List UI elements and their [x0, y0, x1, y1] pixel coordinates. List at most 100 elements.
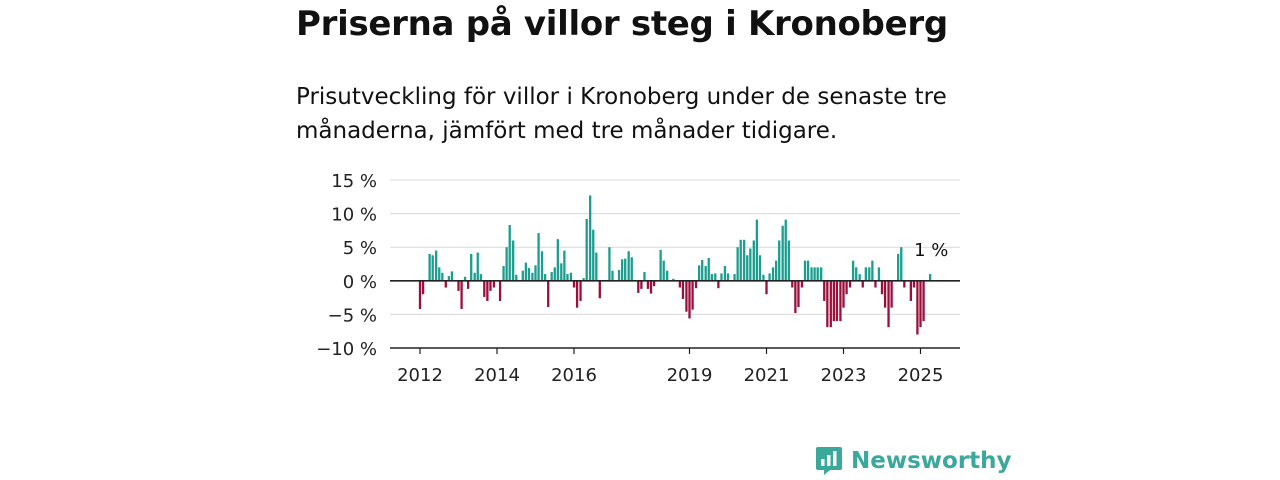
- bar: [922, 280, 925, 322]
- bar: [746, 255, 749, 281]
- bar: [823, 280, 826, 301]
- x-tick-label: 2021: [744, 365, 790, 386]
- bar: [755, 219, 759, 281]
- bar: [900, 247, 903, 281]
- bar: [428, 253, 431, 281]
- bar: [515, 274, 518, 281]
- bar: [851, 260, 855, 281]
- bar: [470, 253, 473, 281]
- bar: [861, 280, 864, 288]
- bar: [624, 258, 627, 281]
- bar: [733, 274, 736, 281]
- x-tick-label: 2014: [474, 365, 520, 386]
- bars: [418, 195, 932, 335]
- x-tick-label: 2023: [821, 365, 867, 386]
- bar: [521, 270, 524, 281]
- y-axis-labels: 15 % 10 % 5 % 0 % −5 % −10 %: [316, 171, 377, 360]
- bar: [714, 273, 717, 281]
- bar: [839, 280, 842, 322]
- bar: [701, 259, 704, 281]
- bar: [762, 274, 765, 281]
- x-tick-label: 2012: [397, 365, 443, 386]
- bar: [575, 280, 579, 308]
- bar: [842, 280, 845, 308]
- bar: [579, 280, 582, 301]
- bar: [666, 270, 669, 281]
- bar: [855, 267, 858, 281]
- newsworthy-logo[interactable]: Newsworthy: [815, 446, 1012, 476]
- bar: [726, 273, 730, 281]
- bar: [524, 262, 528, 281]
- bar: [662, 260, 665, 281]
- bar: [649, 280, 653, 294]
- chart-subtitle: Prisutveckling för villor i Kronoberg un…: [296, 84, 947, 144]
- bar: [710, 274, 713, 281]
- chart-title: Priserna på villor steg i Kronoberg: [296, 4, 948, 44]
- bar: [835, 280, 839, 322]
- bar: [421, 280, 425, 295]
- bar: [758, 255, 762, 281]
- bar: [608, 247, 611, 281]
- bar: [627, 251, 630, 281]
- bar: [630, 257, 633, 281]
- x-tick-label: 2016: [551, 365, 597, 386]
- bar: [787, 240, 790, 281]
- bar: [797, 280, 800, 308]
- bar: [582, 278, 585, 281]
- bar: [566, 274, 569, 281]
- bar: [556, 239, 559, 281]
- bar: [508, 225, 511, 281]
- bar: [498, 280, 502, 301]
- bar: [438, 267, 441, 281]
- bar: [540, 251, 544, 281]
- bar: [466, 280, 470, 289]
- bar: [826, 280, 829, 328]
- bar: [450, 271, 454, 281]
- x-tick-label: 2025: [898, 365, 944, 386]
- bar: [723, 266, 727, 281]
- bar: [685, 280, 688, 312]
- bar: [560, 263, 563, 281]
- bar: [479, 274, 482, 281]
- bar: [868, 267, 871, 281]
- bar: [832, 280, 836, 322]
- bar: [553, 267, 556, 281]
- bar: [543, 274, 547, 281]
- bar: [611, 270, 614, 281]
- bar: [887, 280, 890, 328]
- bar: [659, 249, 662, 281]
- bar: [502, 266, 505, 281]
- bar: [473, 272, 476, 281]
- bar: [800, 280, 804, 288]
- bar: [912, 280, 916, 288]
- bar: [447, 276, 451, 281]
- y-tick-label: −10 %: [316, 339, 377, 360]
- axes: [390, 279, 960, 349]
- bar: [794, 280, 797, 314]
- bar: [678, 280, 682, 288]
- bar: [880, 280, 884, 295]
- bar: [916, 280, 919, 335]
- bar: [816, 267, 819, 281]
- bar: [749, 248, 752, 281]
- bar: [431, 255, 434, 281]
- bar: [486, 280, 489, 301]
- bar: [883, 280, 887, 308]
- bar: [720, 273, 723, 281]
- bar: [595, 252, 598, 281]
- bar: [457, 280, 460, 291]
- bar: [771, 267, 775, 281]
- bar: [791, 280, 794, 288]
- bar: [547, 280, 550, 308]
- bar: [707, 257, 710, 281]
- bar: [585, 218, 588, 281]
- bar: [743, 239, 746, 281]
- y-tick-label: −5 %: [328, 305, 377, 326]
- bar: [909, 280, 913, 301]
- bar: [483, 280, 486, 297]
- bar: [646, 280, 650, 289]
- bar: [903, 280, 906, 288]
- y-tick-label: 15 %: [331, 171, 377, 192]
- bar: [768, 273, 771, 281]
